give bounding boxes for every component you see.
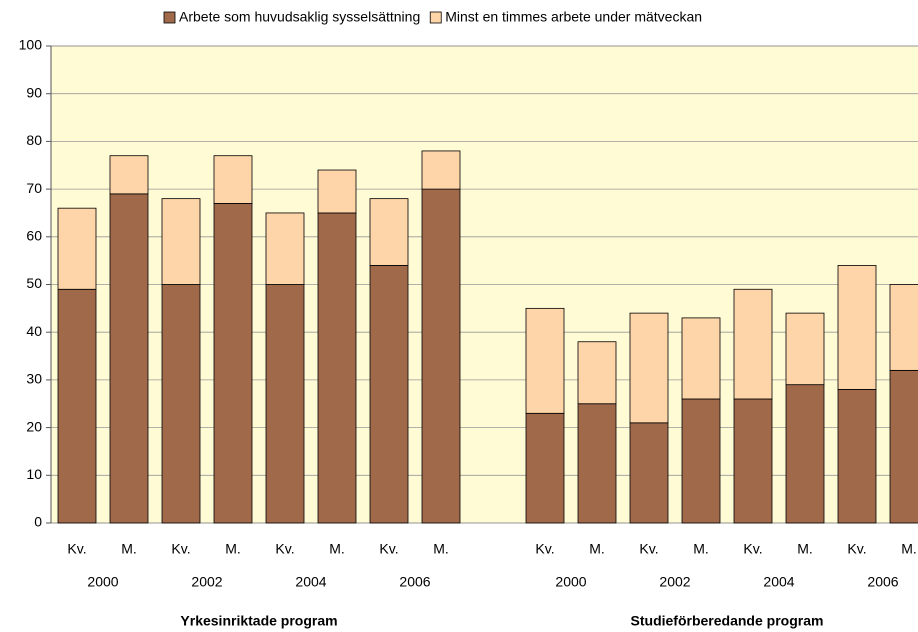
legend-label: Arbete som huvudsaklig sysselsättning: [179, 9, 420, 25]
x-tick-label: Kv.: [379, 541, 398, 557]
x-tick-label: Kv.: [535, 541, 554, 557]
y-tick-label: 30: [26, 371, 42, 387]
bar-segment: [889, 369, 918, 524]
x-tick-label: Kv.: [847, 541, 866, 557]
y-tick-label: 50: [26, 275, 42, 291]
x-tick-label: Kv.: [67, 541, 86, 557]
x-tick-label: M.: [225, 541, 241, 557]
x-tick-label: M.: [797, 541, 813, 557]
bar-segment: [733, 288, 773, 400]
y-tick-label: 70: [26, 180, 42, 196]
y-tick-label: 80: [26, 132, 42, 148]
year-label: 2006: [399, 574, 430, 590]
bar-segment: [57, 207, 97, 290]
x-tick-label: M.: [901, 541, 917, 557]
legend-swatch: [429, 11, 442, 24]
y-tick-label: 0: [34, 514, 42, 530]
y-tick-label: 90: [26, 84, 42, 100]
bar-segment: [421, 150, 461, 190]
year-label: 2000: [87, 574, 118, 590]
x-tick-label: Kv.: [275, 541, 294, 557]
x-tick-label: M.: [329, 541, 345, 557]
bar-segment: [317, 169, 357, 214]
year-label: 2006: [867, 574, 898, 590]
legend-label: Minst en timmes arbete under mätveckan: [445, 9, 702, 25]
bar-segment: [785, 384, 825, 524]
x-tick-label: M.: [589, 541, 605, 557]
y-tick-label: 20: [26, 418, 42, 434]
bar-segment: [733, 398, 773, 524]
bar-segment: [265, 284, 305, 524]
bar-segment: [109, 193, 149, 524]
bar-segment: [525, 307, 565, 414]
bar-segment: [317, 212, 357, 524]
group-label: Yrkesinriktade program: [180, 613, 337, 629]
y-tick-label: 10: [26, 466, 42, 482]
bar-segment: [889, 284, 918, 371]
x-tick-label: Kv.: [171, 541, 190, 557]
bar-segment: [629, 312, 669, 424]
y-tick-label: 40: [26, 323, 42, 339]
x-tick-label: Kv.: [743, 541, 762, 557]
x-tick-label: M.: [433, 541, 449, 557]
y-tick-label: 100: [19, 37, 43, 53]
x-tick-label: M.: [121, 541, 137, 557]
group-label: Studieförberedande program: [631, 613, 824, 629]
bar-segment: [525, 412, 565, 524]
bar-segment: [161, 284, 201, 524]
bar-segment: [57, 288, 97, 524]
bar-segment: [369, 265, 409, 524]
bar-segment: [837, 389, 877, 524]
y-tick-label: 60: [26, 228, 42, 244]
bar-segment: [577, 341, 617, 405]
x-tick-label: Kv.: [639, 541, 658, 557]
bar-segment: [577, 403, 617, 524]
bar-segment: [213, 203, 253, 524]
year-label: 2002: [659, 574, 690, 590]
bar-segment: [785, 312, 825, 386]
bar-segment: [629, 422, 669, 524]
bar-segment: [265, 212, 305, 285]
bar-segment: [837, 265, 877, 390]
bar-segment: [369, 198, 409, 266]
bar-segment: [421, 188, 461, 524]
x-tick-label: M.: [693, 541, 709, 557]
year-label: 2004: [763, 574, 794, 590]
bar-segment: [161, 198, 201, 285]
year-label: 2000: [555, 574, 586, 590]
bar-segment: [681, 398, 721, 524]
year-label: 2004: [295, 574, 326, 590]
legend-swatch: [163, 11, 176, 24]
year-label: 2002: [191, 574, 222, 590]
bar-segment: [213, 155, 253, 204]
bar-segment: [681, 317, 721, 400]
bar-segment: [109, 155, 149, 195]
